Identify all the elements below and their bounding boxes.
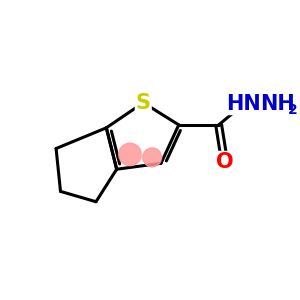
Text: S: S	[136, 93, 151, 113]
Circle shape	[119, 143, 141, 166]
Text: 2: 2	[288, 103, 298, 116]
Text: NH: NH	[260, 94, 295, 114]
Circle shape	[143, 148, 162, 167]
Text: O: O	[216, 152, 233, 172]
Text: HN: HN	[226, 94, 261, 114]
